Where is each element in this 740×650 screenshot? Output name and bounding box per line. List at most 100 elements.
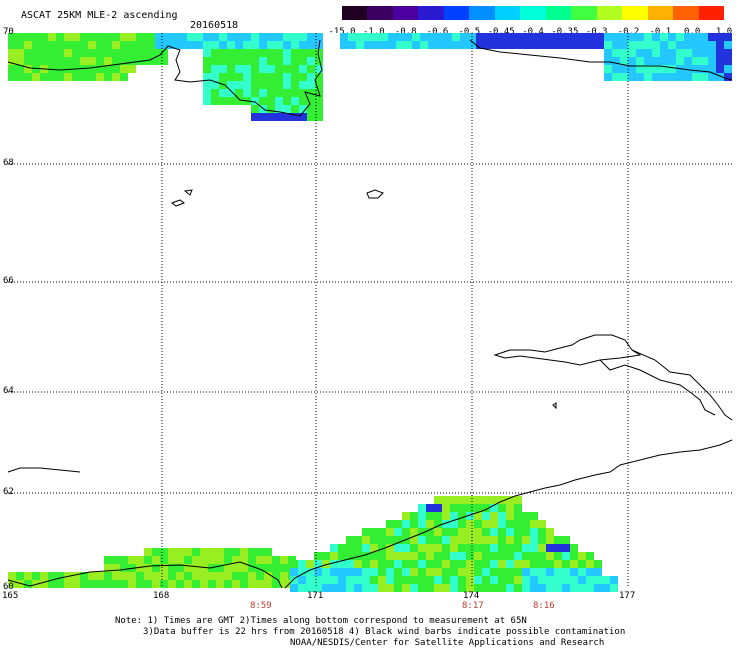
data-cell bbox=[450, 584, 458, 592]
data-cell bbox=[112, 73, 120, 81]
data-cell bbox=[516, 33, 524, 41]
data-cell bbox=[219, 41, 227, 49]
latitude-label: 66 bbox=[3, 276, 14, 286]
data-cell bbox=[56, 33, 64, 41]
data-cell bbox=[404, 33, 412, 41]
data-cell bbox=[380, 41, 388, 49]
data-cell bbox=[466, 584, 474, 592]
note-line-2: 3)Data buffer is 22 hrs from 20160518 4)… bbox=[143, 627, 626, 637]
data-cell bbox=[466, 512, 474, 520]
data-cell bbox=[442, 544, 450, 552]
data-cell bbox=[546, 568, 554, 576]
data-cell bbox=[498, 528, 506, 536]
data-cell bbox=[280, 580, 288, 588]
data-cell bbox=[460, 41, 468, 49]
data-cell bbox=[620, 41, 628, 49]
data-cell bbox=[370, 576, 378, 584]
data-cell bbox=[243, 41, 251, 49]
data-cell bbox=[370, 584, 378, 592]
colorbar-tick-label: -0.8 bbox=[394, 27, 417, 37]
data-cell bbox=[72, 572, 80, 580]
data-cell bbox=[508, 33, 516, 41]
data-cell bbox=[40, 41, 48, 49]
data-cell bbox=[716, 33, 724, 41]
data-cell bbox=[291, 89, 299, 97]
data-cell bbox=[64, 49, 72, 57]
data-cell bbox=[72, 33, 80, 41]
data-cell bbox=[267, 97, 275, 105]
data-cell bbox=[434, 576, 442, 584]
data-cell bbox=[259, 97, 267, 105]
data-cell bbox=[476, 41, 484, 49]
data-cell bbox=[224, 548, 232, 556]
data-cell bbox=[240, 556, 248, 564]
data-cell bbox=[554, 576, 562, 584]
data-cell bbox=[482, 552, 490, 560]
data-cell bbox=[372, 41, 380, 49]
data-cell bbox=[56, 57, 64, 65]
data-cell bbox=[482, 504, 490, 512]
data-cell bbox=[402, 560, 410, 568]
data-cell bbox=[32, 57, 40, 65]
data-cell bbox=[251, 57, 259, 65]
data-cell bbox=[516, 41, 524, 49]
data-cell bbox=[290, 560, 298, 568]
data-cell bbox=[554, 552, 562, 560]
data-cell bbox=[498, 544, 506, 552]
data-cell bbox=[240, 572, 248, 580]
data-cell bbox=[498, 576, 506, 584]
data-cell bbox=[474, 504, 482, 512]
data-cell bbox=[708, 65, 716, 73]
data-cell bbox=[428, 41, 436, 49]
data-cell bbox=[506, 496, 514, 504]
data-cell bbox=[291, 41, 299, 49]
data-cell bbox=[88, 73, 96, 81]
data-cell bbox=[538, 520, 546, 528]
data-cell bbox=[490, 568, 498, 576]
data-cell bbox=[490, 520, 498, 528]
data-cell bbox=[676, 73, 684, 81]
data-cell bbox=[314, 568, 322, 576]
data-cell bbox=[80, 41, 88, 49]
data-cell bbox=[530, 536, 538, 544]
data-cell bbox=[163, 33, 171, 41]
data-cell bbox=[80, 65, 88, 73]
data-cell bbox=[554, 584, 562, 592]
data-cell bbox=[378, 568, 386, 576]
data-cell bbox=[684, 57, 692, 65]
data-cell bbox=[171, 33, 179, 41]
colorbar-tick-label: 1.0 bbox=[715, 27, 733, 37]
data-cell bbox=[410, 552, 418, 560]
data-cell bbox=[474, 512, 482, 520]
data-cell bbox=[692, 49, 700, 57]
data-cell bbox=[426, 536, 434, 544]
data-cell bbox=[112, 580, 120, 588]
data-cell bbox=[72, 49, 80, 57]
data-cell bbox=[396, 33, 404, 41]
data-cell bbox=[692, 33, 700, 41]
data-cell bbox=[522, 568, 530, 576]
data-cell bbox=[251, 97, 259, 105]
data-cell bbox=[338, 552, 346, 560]
map-title: ASCAT 25KM MLE-2 ascending bbox=[21, 10, 178, 21]
data-cell bbox=[402, 520, 410, 528]
data-cell bbox=[426, 504, 434, 512]
data-cell bbox=[299, 65, 307, 73]
data-cell bbox=[386, 584, 394, 592]
data-cell bbox=[644, 65, 652, 73]
data-cell bbox=[434, 496, 442, 504]
data-cell bbox=[32, 572, 40, 580]
data-cell bbox=[522, 576, 530, 584]
data-cell bbox=[267, 81, 275, 89]
latitude-label: 62 bbox=[3, 487, 14, 497]
data-cell bbox=[652, 41, 660, 49]
data-cell bbox=[450, 560, 458, 568]
data-cell bbox=[283, 49, 291, 57]
data-cell bbox=[724, 65, 732, 73]
data-cell bbox=[120, 49, 128, 57]
data-cell bbox=[128, 33, 136, 41]
data-cell bbox=[152, 580, 160, 588]
data-cell bbox=[338, 560, 346, 568]
data-cell bbox=[354, 544, 362, 552]
data-cell bbox=[219, 89, 227, 97]
